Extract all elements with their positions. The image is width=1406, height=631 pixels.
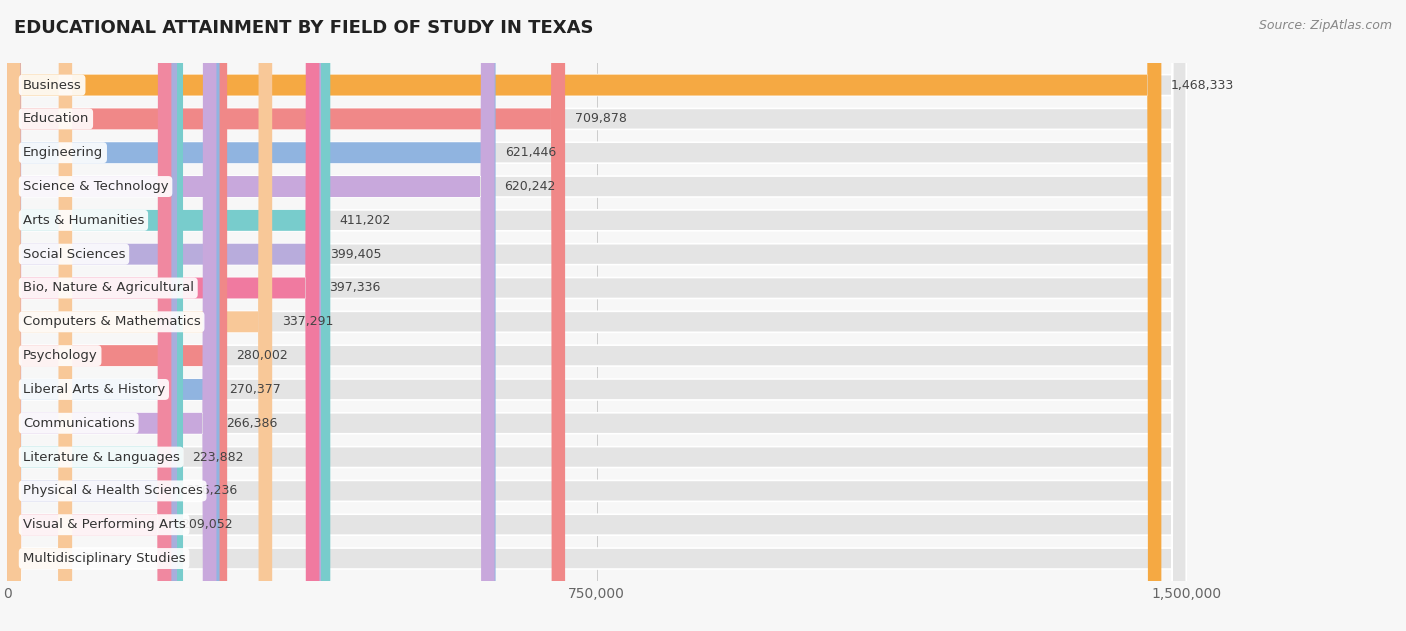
FancyBboxPatch shape [7,0,217,631]
FancyBboxPatch shape [7,0,565,631]
Text: 82,831: 82,831 [82,552,125,565]
Text: Engineering: Engineering [22,146,103,159]
FancyBboxPatch shape [7,0,321,631]
Text: 399,405: 399,405 [330,248,382,261]
FancyBboxPatch shape [7,0,495,631]
FancyBboxPatch shape [7,0,1187,631]
FancyBboxPatch shape [7,0,1161,631]
Text: Psychology: Psychology [22,349,97,362]
Text: 266,386: 266,386 [226,416,277,430]
Text: EDUCATIONAL ATTAINMENT BY FIELD OF STUDY IN TEXAS: EDUCATIONAL ATTAINMENT BY FIELD OF STUDY… [14,19,593,37]
Text: Bio, Nature & Agricultural: Bio, Nature & Agricultural [22,281,194,295]
Text: Communications: Communications [22,416,135,430]
Text: Physical & Health Sciences: Physical & Health Sciences [22,485,202,497]
Text: 270,377: 270,377 [229,383,281,396]
FancyBboxPatch shape [7,0,1187,631]
Text: Arts & Humanities: Arts & Humanities [22,214,145,227]
Text: Social Sciences: Social Sciences [22,248,125,261]
Text: Visual & Performing Arts: Visual & Performing Arts [22,518,186,531]
FancyBboxPatch shape [7,0,330,631]
Text: Business: Business [22,79,82,91]
Text: 216,236: 216,236 [187,485,238,497]
FancyBboxPatch shape [7,0,1187,631]
Text: Multidisciplinary Studies: Multidisciplinary Studies [22,552,186,565]
FancyBboxPatch shape [7,0,1187,631]
Text: 621,446: 621,446 [505,146,557,159]
Text: 280,002: 280,002 [236,349,288,362]
FancyBboxPatch shape [7,0,1187,631]
Text: 337,291: 337,291 [281,316,333,328]
Text: Education: Education [22,112,89,126]
FancyBboxPatch shape [7,0,1187,631]
FancyBboxPatch shape [7,0,1187,631]
Text: 709,878: 709,878 [575,112,627,126]
Text: 411,202: 411,202 [340,214,391,227]
FancyBboxPatch shape [7,0,1187,631]
FancyBboxPatch shape [7,0,1187,631]
FancyBboxPatch shape [7,0,1187,631]
FancyBboxPatch shape [7,0,1187,631]
FancyBboxPatch shape [7,0,495,631]
FancyBboxPatch shape [7,0,228,631]
Text: 223,882: 223,882 [193,451,245,464]
FancyBboxPatch shape [7,0,219,631]
Text: 1,468,333: 1,468,333 [1171,79,1234,91]
Text: 397,336: 397,336 [329,281,380,295]
FancyBboxPatch shape [7,0,72,631]
FancyBboxPatch shape [7,0,183,631]
FancyBboxPatch shape [7,0,1187,631]
FancyBboxPatch shape [7,0,1187,631]
Text: 620,242: 620,242 [505,180,555,193]
Text: Source: ZipAtlas.com: Source: ZipAtlas.com [1258,19,1392,32]
Text: Literature & Languages: Literature & Languages [22,451,180,464]
FancyBboxPatch shape [7,0,319,631]
FancyBboxPatch shape [7,0,273,631]
FancyBboxPatch shape [7,0,177,631]
FancyBboxPatch shape [7,0,172,631]
Text: Science & Technology: Science & Technology [22,180,169,193]
Text: 209,052: 209,052 [181,518,232,531]
Text: Computers & Mathematics: Computers & Mathematics [22,316,201,328]
FancyBboxPatch shape [7,0,1187,631]
FancyBboxPatch shape [7,0,1187,631]
Text: Liberal Arts & History: Liberal Arts & History [22,383,165,396]
